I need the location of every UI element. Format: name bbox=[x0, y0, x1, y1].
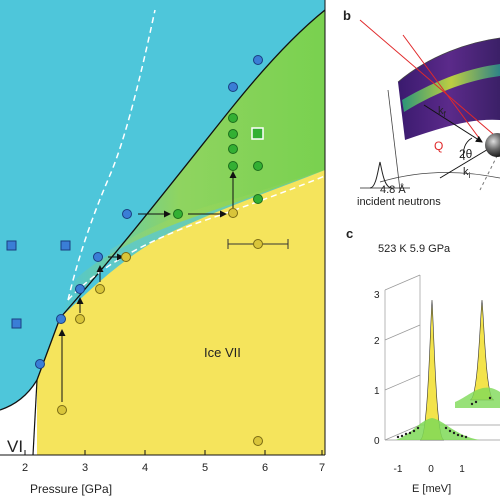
incident-neutrons-label: incident neutrons bbox=[357, 196, 441, 208]
x-ticks bbox=[24, 450, 323, 455]
y-tick-labels: 0 1 2 3 bbox=[374, 290, 380, 447]
spectra-x-tick-label: 0 bbox=[428, 464, 434, 475]
x-axis-label: Pressure [GPa] bbox=[30, 482, 112, 496]
x-tick-label: 2 bbox=[22, 462, 28, 474]
two-theta-label: 2θ bbox=[459, 147, 473, 161]
ice-vii-region bbox=[37, 170, 325, 455]
spectra-x-tick-label: 1 bbox=[459, 464, 465, 475]
ice-vii-points bbox=[57, 208, 263, 446]
spectra-panel: c 523 K 5.9 GPa 0 1 2 3 bbox=[346, 226, 500, 495]
x-tick-label: 7 bbox=[319, 462, 325, 474]
superionic-points bbox=[173, 113, 263, 219]
superionic-square-point bbox=[251, 127, 264, 140]
dashed-boundary-upper bbox=[67, 9, 156, 301]
panel-b-label: b bbox=[343, 8, 351, 23]
ice-vii-label: Ice VII bbox=[204, 345, 241, 360]
sample-sphere bbox=[485, 133, 500, 157]
phase-diagram-panel: 2 3 4 5 6 7 Pressure [GPa] Ice VII VI bbox=[0, 0, 326, 496]
spectra-x-tick-label: -1 bbox=[394, 464, 403, 475]
scattered-beam-line bbox=[402, 34, 483, 143]
melting-curve bbox=[0, 9, 325, 411]
condition-label: 523 K 5.9 GPa bbox=[378, 243, 451, 255]
y-tick-label: 2 bbox=[374, 336, 380, 347]
x-tick-label: 3 bbox=[82, 462, 88, 474]
ki-label: ki bbox=[463, 166, 471, 180]
y-tick-label: 0 bbox=[374, 436, 380, 447]
kf-label: kf bbox=[438, 105, 447, 119]
wavelength-label: 4.8 Å bbox=[380, 183, 406, 196]
x-tick-label: 5 bbox=[202, 462, 208, 474]
y-tick-label: 3 bbox=[374, 290, 380, 301]
spectra-x-axis-label: E [meV] bbox=[412, 483, 451, 495]
x-tick-labels: 2 3 4 5 6 7 bbox=[22, 462, 325, 474]
spectrum-quasielastic-front bbox=[395, 418, 480, 440]
liquid-points bbox=[35, 55, 263, 369]
q-label: Q bbox=[434, 139, 443, 153]
measurement-path-arrows bbox=[58, 171, 237, 402]
incident-spectrum-peak bbox=[369, 161, 393, 189]
vi-vii-boundary bbox=[32, 379, 38, 455]
spectrum-peak-back bbox=[469, 299, 495, 401]
liquid-square-points bbox=[6, 240, 71, 329]
spectrum-data-points bbox=[396, 396, 492, 439]
panel-c-label: c bbox=[346, 226, 353, 241]
incident-beam-line bbox=[359, 19, 500, 141]
x-tick-label: 6 bbox=[262, 462, 268, 474]
ice-vi-label: VI bbox=[7, 437, 23, 456]
scattering-geometry-panel: b kf Q 2θ ki 4.8 Å incident neutrons bbox=[343, 8, 500, 208]
y-tick-label: 1 bbox=[374, 386, 380, 397]
detector-signal-stripe bbox=[402, 64, 500, 112]
ice-vi-region bbox=[0, 380, 37, 455]
spectra-x-tick-labels: -1 0 1 bbox=[394, 464, 466, 475]
x-tick-label: 4 bbox=[142, 462, 148, 474]
